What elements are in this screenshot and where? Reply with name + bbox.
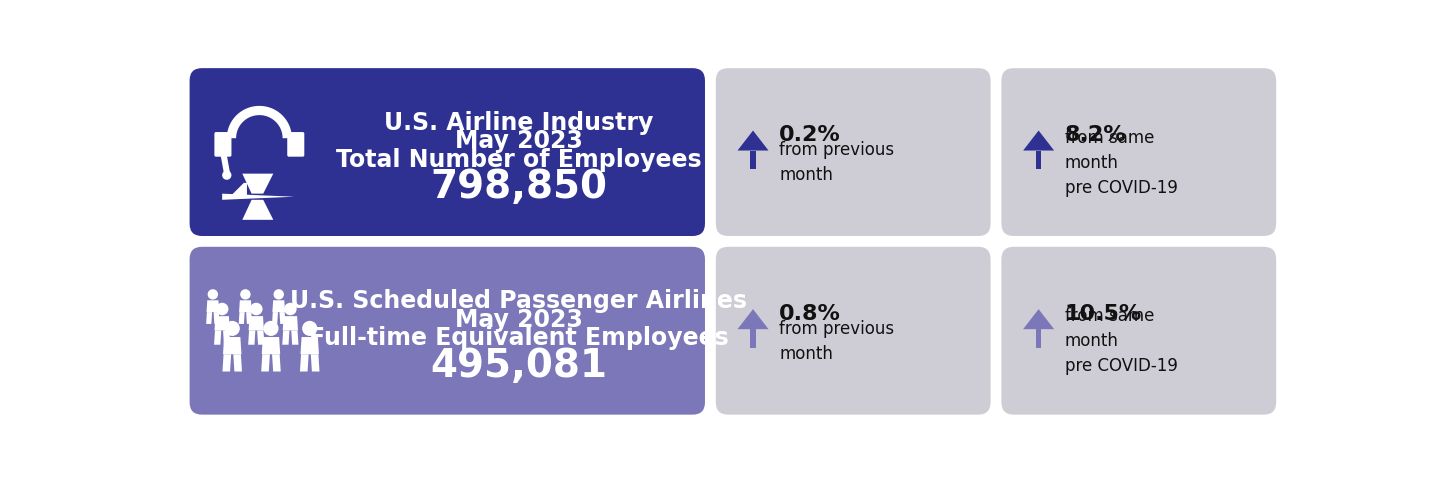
Text: from previous
month: from previous month bbox=[779, 320, 895, 363]
Text: 798,850: 798,850 bbox=[430, 168, 608, 206]
Text: May 2023: May 2023 bbox=[455, 129, 583, 153]
Circle shape bbox=[250, 303, 263, 315]
Polygon shape bbox=[222, 194, 295, 200]
Polygon shape bbox=[242, 174, 273, 194]
Polygon shape bbox=[262, 337, 280, 354]
Polygon shape bbox=[300, 354, 309, 371]
Text: 495,081: 495,081 bbox=[430, 347, 608, 385]
Polygon shape bbox=[283, 316, 297, 330]
Circle shape bbox=[207, 289, 217, 300]
Text: Total Number of Employees: Total Number of Employees bbox=[336, 148, 702, 172]
Polygon shape bbox=[223, 354, 232, 371]
FancyBboxPatch shape bbox=[190, 247, 705, 414]
Polygon shape bbox=[1022, 130, 1054, 151]
FancyBboxPatch shape bbox=[1001, 247, 1276, 414]
FancyBboxPatch shape bbox=[1001, 68, 1276, 236]
Circle shape bbox=[302, 321, 317, 336]
Polygon shape bbox=[242, 200, 273, 220]
Circle shape bbox=[216, 303, 229, 315]
Polygon shape bbox=[206, 300, 219, 312]
Polygon shape bbox=[239, 312, 245, 324]
Polygon shape bbox=[227, 106, 292, 138]
FancyBboxPatch shape bbox=[214, 132, 232, 157]
Polygon shape bbox=[223, 337, 242, 354]
Polygon shape bbox=[272, 300, 285, 312]
FancyBboxPatch shape bbox=[716, 68, 991, 236]
FancyBboxPatch shape bbox=[190, 68, 705, 236]
Polygon shape bbox=[1035, 151, 1041, 169]
Polygon shape bbox=[310, 354, 319, 371]
Polygon shape bbox=[214, 330, 222, 345]
Polygon shape bbox=[249, 316, 265, 330]
Polygon shape bbox=[272, 312, 277, 324]
Circle shape bbox=[285, 303, 296, 315]
Text: from same
month
pre COVID-19: from same month pre COVID-19 bbox=[1065, 129, 1178, 197]
Polygon shape bbox=[213, 312, 220, 324]
Polygon shape bbox=[249, 330, 256, 345]
Text: 8.2%: 8.2% bbox=[1065, 125, 1127, 145]
Circle shape bbox=[273, 289, 285, 300]
Polygon shape bbox=[257, 330, 265, 345]
Circle shape bbox=[240, 289, 250, 300]
Polygon shape bbox=[206, 312, 212, 324]
Text: 10.5%: 10.5% bbox=[1065, 304, 1143, 324]
Circle shape bbox=[222, 171, 232, 180]
Text: U.S. Airline Industry: U.S. Airline Industry bbox=[385, 111, 654, 135]
Polygon shape bbox=[282, 330, 289, 345]
Polygon shape bbox=[738, 130, 768, 151]
Polygon shape bbox=[300, 337, 319, 354]
FancyBboxPatch shape bbox=[287, 132, 305, 157]
Polygon shape bbox=[279, 312, 286, 324]
Polygon shape bbox=[239, 300, 252, 312]
Polygon shape bbox=[1035, 329, 1041, 348]
Text: 0.2%: 0.2% bbox=[779, 125, 841, 145]
Polygon shape bbox=[262, 354, 270, 371]
Polygon shape bbox=[292, 330, 299, 345]
Polygon shape bbox=[751, 151, 755, 169]
Polygon shape bbox=[1022, 309, 1054, 329]
Text: Full-time Equivalent Employees: Full-time Equivalent Employees bbox=[309, 326, 729, 350]
Polygon shape bbox=[246, 312, 252, 324]
Polygon shape bbox=[751, 329, 755, 348]
Text: from same
month
pre COVID-19: from same month pre COVID-19 bbox=[1065, 307, 1178, 376]
Circle shape bbox=[263, 321, 279, 336]
Polygon shape bbox=[233, 354, 242, 371]
Polygon shape bbox=[272, 354, 280, 371]
Polygon shape bbox=[230, 183, 247, 197]
Polygon shape bbox=[223, 330, 230, 345]
Text: from previous
month: from previous month bbox=[779, 141, 895, 185]
Text: U.S. Scheduled Passenger Airlines: U.S. Scheduled Passenger Airlines bbox=[290, 290, 748, 314]
Text: May 2023: May 2023 bbox=[455, 308, 583, 332]
Polygon shape bbox=[214, 316, 230, 330]
Polygon shape bbox=[220, 155, 230, 172]
Polygon shape bbox=[738, 309, 768, 329]
Text: 0.8%: 0.8% bbox=[779, 304, 841, 324]
Circle shape bbox=[225, 321, 240, 336]
FancyBboxPatch shape bbox=[716, 247, 991, 414]
